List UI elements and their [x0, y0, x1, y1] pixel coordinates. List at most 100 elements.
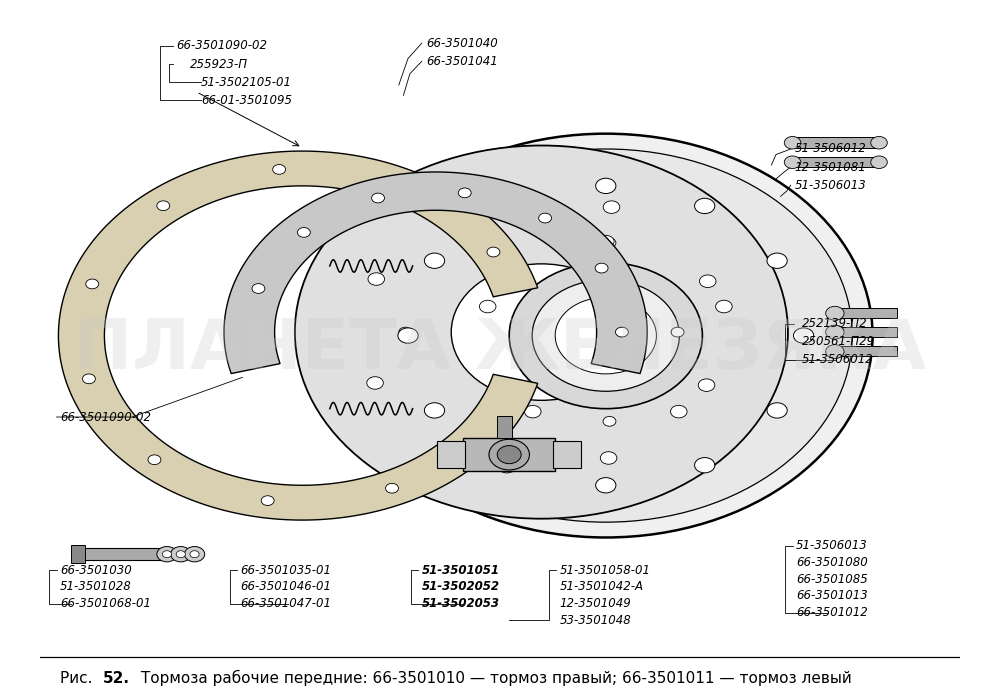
Bar — [463, 438, 555, 471]
Text: 12-3501081: 12-3501081 — [794, 161, 866, 173]
Circle shape — [479, 301, 496, 312]
Text: 51-3506013: 51-3506013 — [796, 540, 868, 552]
Circle shape — [424, 253, 445, 268]
Text: 51-3502105-01: 51-3502105-01 — [201, 75, 292, 89]
Text: 66-3501035-01: 66-3501035-01 — [241, 563, 332, 577]
Polygon shape — [224, 172, 647, 373]
Circle shape — [396, 182, 409, 192]
Circle shape — [162, 551, 172, 558]
Circle shape — [86, 279, 99, 289]
Text: 51-3501042-А: 51-3501042-А — [560, 580, 644, 593]
Text: 250561-П29: 250561-П29 — [802, 336, 875, 348]
Text: 52.: 52. — [103, 670, 130, 686]
Text: 66-3501041: 66-3501041 — [426, 55, 498, 68]
Circle shape — [497, 458, 517, 473]
Circle shape — [603, 417, 616, 426]
Circle shape — [171, 547, 191, 562]
Circle shape — [398, 328, 418, 343]
Circle shape — [359, 149, 852, 522]
Text: ПЛАНЕТА ЖЕЛЕЗЯКА: ПЛАНЕТА ЖЕЛЕЗЯКА — [74, 316, 926, 383]
Circle shape — [261, 496, 274, 505]
Circle shape — [176, 551, 185, 558]
Circle shape — [339, 134, 873, 538]
Text: 51-3501058-01: 51-3501058-01 — [560, 563, 651, 577]
Circle shape — [603, 238, 616, 247]
Circle shape — [190, 551, 199, 558]
Text: 51-3506012: 51-3506012 — [794, 143, 866, 155]
Circle shape — [368, 273, 385, 285]
Circle shape — [497, 445, 521, 463]
Circle shape — [871, 156, 887, 168]
Text: 66-01-3501095: 66-01-3501095 — [201, 94, 292, 107]
Circle shape — [871, 136, 887, 149]
Bar — [837, 326, 897, 337]
Bar — [837, 308, 897, 318]
Circle shape — [467, 238, 480, 247]
Circle shape — [525, 405, 541, 418]
Text: 66-3501085: 66-3501085 — [796, 572, 868, 586]
Text: 53-3501048: 53-3501048 — [560, 614, 632, 627]
Bar — [437, 441, 465, 468]
Text: 51-3506012: 51-3506012 — [802, 354, 874, 366]
Circle shape — [509, 262, 702, 409]
Text: 66-3501090-02: 66-3501090-02 — [60, 410, 151, 424]
Circle shape — [699, 275, 716, 287]
Circle shape — [157, 547, 177, 562]
Text: 51-3502052: 51-3502052 — [422, 580, 500, 593]
Circle shape — [539, 213, 552, 223]
Circle shape — [157, 201, 170, 210]
Text: 51-3501051: 51-3501051 — [422, 563, 500, 577]
Text: Рис.: Рис. — [60, 670, 98, 686]
Circle shape — [184, 547, 205, 562]
Circle shape — [826, 306, 844, 320]
Circle shape — [598, 236, 614, 248]
Circle shape — [603, 201, 620, 213]
Circle shape — [458, 188, 471, 198]
Bar — [794, 137, 877, 147]
Circle shape — [767, 403, 787, 418]
Bar — [497, 416, 512, 438]
Circle shape — [295, 145, 788, 519]
Circle shape — [596, 178, 616, 194]
Circle shape — [467, 417, 480, 426]
Text: 51-3501028: 51-3501028 — [60, 580, 132, 593]
Polygon shape — [58, 151, 538, 520]
Circle shape — [424, 403, 445, 418]
Bar — [71, 545, 85, 563]
Circle shape — [273, 164, 286, 174]
Circle shape — [297, 228, 310, 237]
Circle shape — [600, 452, 617, 464]
Circle shape — [698, 379, 715, 391]
Bar — [837, 346, 897, 356]
Circle shape — [716, 301, 732, 312]
Text: 66-3501046-01: 66-3501046-01 — [241, 580, 332, 593]
Circle shape — [466, 200, 482, 212]
Circle shape — [826, 325, 844, 339]
Text: 66-3501040: 66-3501040 — [426, 36, 498, 50]
Circle shape — [252, 284, 265, 294]
Bar — [794, 157, 877, 167]
Circle shape — [487, 247, 500, 257]
Circle shape — [82, 374, 95, 384]
Text: 66-3501047-01: 66-3501047-01 — [241, 597, 332, 610]
Circle shape — [489, 439, 529, 470]
Circle shape — [671, 327, 684, 337]
Circle shape — [596, 477, 616, 493]
Circle shape — [532, 280, 679, 391]
Text: 51-3506013: 51-3506013 — [794, 179, 866, 192]
Circle shape — [399, 327, 412, 337]
Text: 66-3501068-01: 66-3501068-01 — [60, 597, 151, 610]
Circle shape — [784, 136, 801, 149]
Circle shape — [367, 377, 383, 389]
Circle shape — [595, 264, 608, 273]
Circle shape — [826, 345, 844, 359]
Text: 255923-П: 255923-П — [190, 57, 248, 71]
Circle shape — [555, 297, 656, 374]
Circle shape — [615, 327, 628, 337]
Circle shape — [671, 405, 687, 418]
Circle shape — [695, 199, 715, 214]
Text: 12-3501049: 12-3501049 — [560, 597, 632, 610]
Bar — [553, 441, 581, 468]
Text: Тормоза рабочие передние: 66-3501010 — тормоз правый; 66-3501011 — тормоз левый: Тормоза рабочие передние: 66-3501010 — т… — [136, 670, 851, 686]
Circle shape — [695, 458, 715, 473]
